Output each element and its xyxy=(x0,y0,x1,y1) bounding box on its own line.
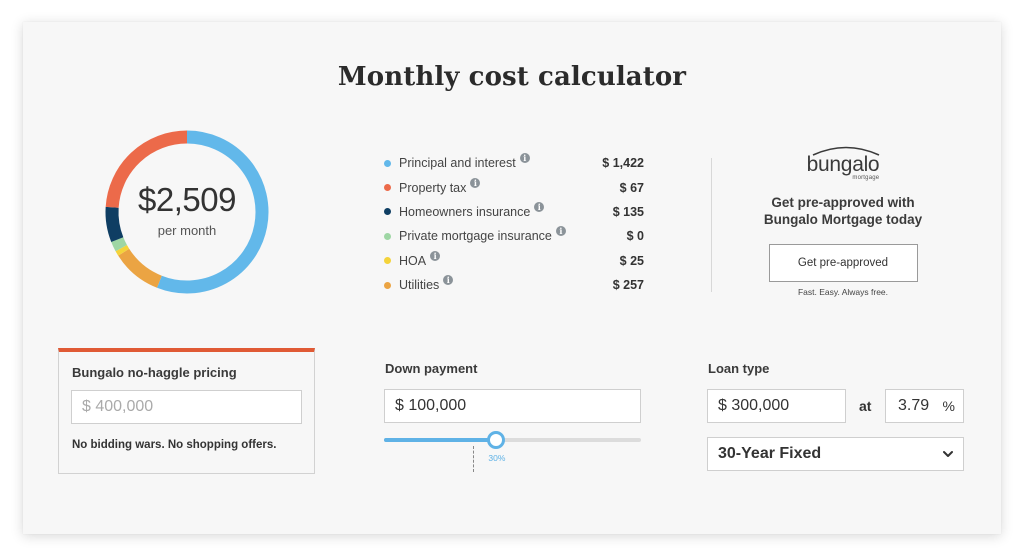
info-icon[interactable]: i xyxy=(555,226,566,237)
info-icon[interactable]: i xyxy=(534,201,545,212)
get-pre-approved-button[interactable]: Get pre-approved xyxy=(768,244,918,282)
breakdown-value: $ 0 xyxy=(626,229,644,244)
monthly-total: $2,509 xyxy=(138,180,236,218)
breakdown-value: $ 135 xyxy=(612,204,644,219)
logo-wordmark: bungalo xyxy=(806,153,880,176)
info-icon[interactable]: i xyxy=(470,177,481,188)
breakdown-label: HOA xyxy=(399,253,427,268)
breakdown-row-utilities: Utilities i $ 257 xyxy=(384,273,644,297)
breakdown-label: Property tax xyxy=(399,180,467,195)
bungalo-mortgage-logo: bungalo mortgage xyxy=(806,146,880,181)
donut-segment-homeowners-insurance xyxy=(105,206,124,243)
donut-center: $2,509 per month xyxy=(103,128,271,296)
logo-roof-icon xyxy=(812,146,880,156)
monthly-total-label: per month xyxy=(157,222,217,238)
down-payment-label: Down payment xyxy=(385,361,478,376)
legend-dot xyxy=(384,159,391,167)
chevron-down-icon xyxy=(943,451,953,457)
down-payment-slider[interactable] xyxy=(384,431,641,449)
legend-dot xyxy=(384,281,391,289)
breakdown-label: Utilities xyxy=(399,278,440,293)
legend-dot xyxy=(384,257,391,265)
breakdown-row-property-tax: Property tax i $ 67 xyxy=(384,175,644,199)
breakdown-value: $ 67 xyxy=(619,180,644,195)
bungalo-mortgage-promo: bungalo mortgage Get pre-approved with B… xyxy=(743,146,943,297)
legend-dot xyxy=(384,208,391,216)
breakdown-value: $ 257 xyxy=(612,278,644,293)
donut-segment-property-tax xyxy=(105,130,188,208)
info-icon[interactable]: i xyxy=(430,250,441,261)
loan-type-value: 30-Year Fixed xyxy=(718,445,822,462)
legend-dot xyxy=(384,184,391,192)
vertical-divider xyxy=(711,158,712,292)
promo-footnote: Fast. Easy. Always free. xyxy=(797,287,889,297)
page-title: Monthly cost calculator xyxy=(337,62,687,92)
slider-percent-label: 30% xyxy=(488,453,506,463)
breakdown-row-principal: Principal and interest i $ 1,422 xyxy=(384,151,644,175)
breakdown-value: $ 1,422 xyxy=(602,156,644,171)
interest-rate-field[interactable]: 3.79 % xyxy=(885,389,964,423)
breakdown-row-hoa: HOA i $ 25 xyxy=(384,249,644,273)
loan-type-label: Loan type xyxy=(708,361,770,376)
donut-segment-principal-and-interest xyxy=(157,130,269,294)
breakdown-row-homeowners-insurance: Homeowners insurance i $ 135 xyxy=(384,200,644,224)
donut-segment-utilities xyxy=(118,248,163,288)
slider-marker xyxy=(472,446,474,472)
breakdown-label: Principal and interest xyxy=(399,156,516,171)
loan-amount-field[interactable]: $ 300,000 xyxy=(707,389,846,423)
cost-breakdown-list: Principal and interest i $ 1,422 Propert… xyxy=(384,151,644,297)
loan-at-label: at xyxy=(859,398,872,414)
donut-segment-hoa xyxy=(115,244,130,256)
monthly-cost-donut: $2,509 per month xyxy=(103,128,271,296)
donut-chart xyxy=(105,130,269,294)
interest-rate-value: 3.79 xyxy=(898,397,930,414)
calculator-card: Monthly cost calculator $2,509 per month… xyxy=(23,22,1001,534)
no-haggle-pricing-card: Bungalo no-haggle pricing $ 400,000 No b… xyxy=(58,348,315,474)
pricing-label: Bungalo no-haggle pricing xyxy=(72,365,237,380)
percent-unit: % xyxy=(942,398,955,414)
legend-dot xyxy=(384,232,391,240)
breakdown-label: Private mortgage insurance xyxy=(399,229,552,244)
down-payment-field[interactable]: $ 100,000 xyxy=(384,389,641,423)
breakdown-value: $ 25 xyxy=(619,253,644,268)
breakdown-row-pmi: Private mortgage insurance i $ 0 xyxy=(384,224,644,248)
breakdown-label: Homeowners insurance xyxy=(399,204,531,219)
home-price-field[interactable]: $ 400,000 xyxy=(71,390,302,424)
info-icon[interactable]: i xyxy=(443,275,454,286)
logo-subtitle: mortgage xyxy=(852,175,880,181)
loan-type-select[interactable]: 30-Year Fixed xyxy=(707,437,964,471)
pricing-note: No bidding wars. No shopping offers. xyxy=(72,439,277,451)
slider-thumb[interactable] xyxy=(486,431,505,449)
info-icon[interactable]: i xyxy=(519,153,530,164)
promo-headline: Get pre-approved with Bungalo Mortgage t… xyxy=(763,195,923,227)
slider-fill xyxy=(384,438,496,442)
donut-segment-private-mortgage-insurance xyxy=(111,237,128,252)
